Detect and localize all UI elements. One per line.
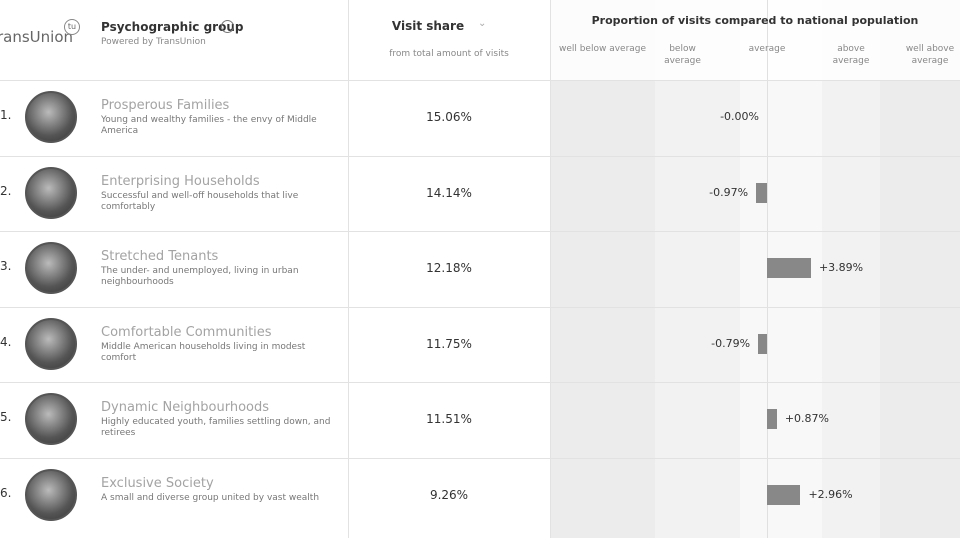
- row-line: [0, 231, 960, 232]
- rank: 2.: [0, 183, 12, 198]
- avatar: [25, 242, 77, 294]
- row-line: [0, 382, 960, 383]
- group-description: The under- and unemployed, living in urb…: [101, 266, 299, 287]
- row-line: [0, 80, 960, 81]
- header-bg: [0, 0, 960, 80]
- proportion-label: +3.89%: [818, 261, 864, 274]
- divider: [550, 0, 551, 538]
- info-icon[interactable]: [221, 20, 234, 33]
- group-description: Young and wealthy families - the envy of…: [101, 115, 317, 136]
- proportion-label: -0.79%: [711, 336, 751, 350]
- proportion-bar: [767, 258, 811, 278]
- proportion-title: Proportion of visits compared to nationa…: [591, 14, 919, 27]
- band-bg: [550, 0, 655, 538]
- band-label: below average: [664, 44, 701, 66]
- group-name: Exclusive Society: [101, 475, 214, 491]
- rank: 5.: [0, 410, 12, 424]
- band-bg: [655, 0, 740, 538]
- group-description: Highly educated youth, families settling…: [101, 417, 331, 438]
- group-name: Prosperous Families: [101, 98, 230, 113]
- visit-share: 11.75%: [426, 336, 472, 351]
- avatar: [25, 468, 77, 521]
- band-label: above average: [832, 44, 870, 66]
- visit-share: 12.18%: [426, 261, 472, 275]
- row-line: [0, 306, 960, 308]
- row-line: [0, 155, 960, 157]
- proportion-bar: [767, 484, 801, 505]
- sort-icon[interactable]: ⌄: [478, 18, 487, 29]
- proportion-bar: [767, 409, 777, 429]
- visit-share: 15.06%: [426, 110, 472, 124]
- divider: [348, 0, 349, 538]
- proportion-label: +0.87%: [784, 412, 829, 425]
- row-line: [0, 457, 960, 459]
- group-title: Psychographic group: [101, 20, 244, 34]
- band-label: well below average: [558, 44, 647, 54]
- band-label: well above average: [905, 44, 955, 66]
- group-name: Dynamic Neighbourhoods: [101, 400, 270, 415]
- group-subtitle: Powered by TransUnion: [101, 37, 206, 47]
- proportion-label: -0.00%: [720, 110, 759, 123]
- proportion-bar: [756, 182, 767, 203]
- band-bg: [880, 0, 960, 538]
- visit-subtitle: from total amount of visits: [389, 49, 509, 59]
- visit-title[interactable]: Visit share: [391, 19, 465, 33]
- visit-share: 14.14%: [426, 185, 472, 200]
- group-name: Comfortable Communities: [101, 324, 272, 340]
- rank: 1.: [0, 108, 12, 122]
- avatar: [25, 91, 77, 143]
- rank: 3.: [0, 259, 12, 273]
- group-name: Stretched Tenants: [101, 249, 219, 264]
- group-description: A small and diverse group united by vast…: [101, 492, 320, 503]
- avatar: [25, 393, 77, 445]
- rank: 6.: [0, 485, 12, 500]
- proportion-bar: [758, 333, 767, 354]
- logo: ransUnion: [0, 28, 74, 46]
- avatar: [25, 317, 77, 370]
- group-description: Successful and well-off households that …: [101, 190, 299, 212]
- proportion-label: -0.97%: [709, 185, 749, 199]
- band-bg: [822, 0, 880, 538]
- logo-badge: tu: [64, 19, 80, 35]
- visit-share: 9.26%: [429, 487, 469, 502]
- rank: 4.: [0, 334, 12, 349]
- proportion-label: +2.96%: [808, 487, 853, 501]
- avatar: [25, 166, 77, 219]
- group-name: Enterprising Households: [101, 173, 260, 189]
- visit-share: 11.51%: [426, 412, 472, 426]
- group-description: Middle American households living in mod…: [101, 341, 306, 363]
- band-label: average: [748, 44, 786, 54]
